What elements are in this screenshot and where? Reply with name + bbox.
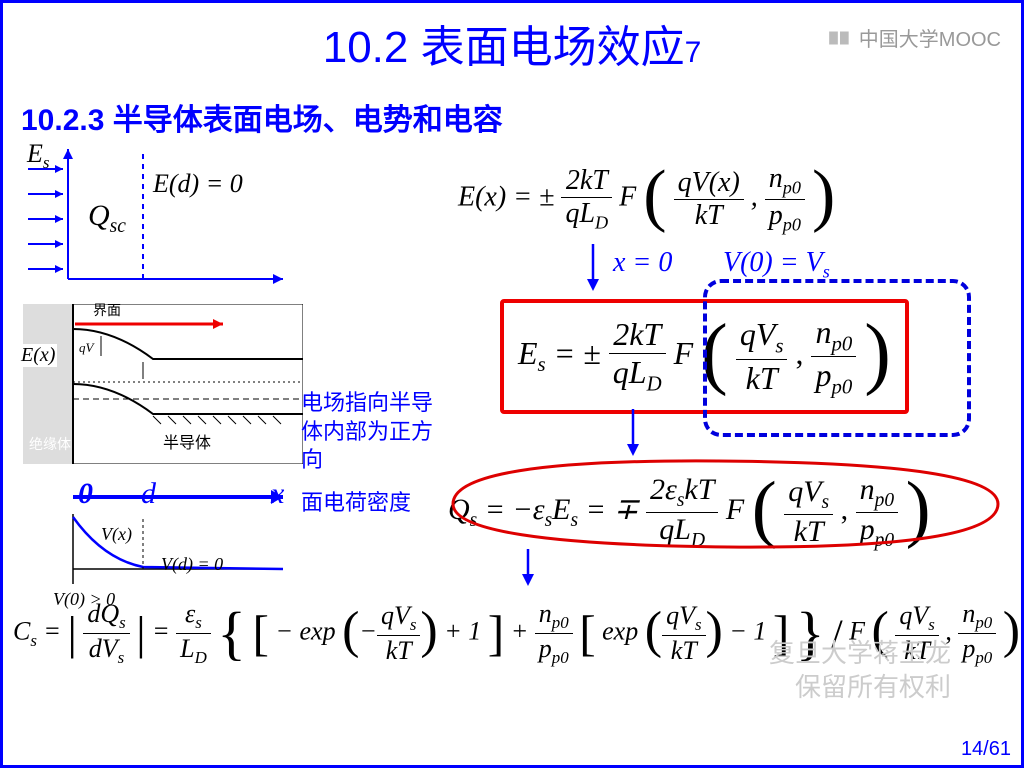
Vd0-label: V(d) = 0 <box>161 554 223 575</box>
jiemian-label: 界面 <box>93 300 121 320</box>
Ex-axis-label: E(x) <box>19 344 57 367</box>
section-heading: 10.2.3 半导体表面电场、电势和电容 <box>21 95 1021 139</box>
x0-label: x = 0 <box>613 247 672 279</box>
red-hand-circle <box>438 449 1008 559</box>
equation-Ex: E(x) = ± 2kTqLD F ( qV(x)kT , np0pp0 ) <box>458 159 835 239</box>
V0Vs-label: V(0) = Vs <box>723 247 830 283</box>
qV-small: qV <box>79 340 93 356</box>
title-main: 10.2 表面电场效应 <box>323 23 685 72</box>
arrow-down-1 <box>578 239 608 299</box>
Qsc-label: Qsc <box>88 199 126 238</box>
title-sub7: 7 <box>685 36 702 69</box>
equation-Cs: Cs = | dQsdVs | = εsLD { [ − exp (−qVskT… <box>13 599 1020 668</box>
watermark-top-text: 中国大学MOOC <box>859 23 1001 52</box>
arrow-down-3 <box>513 544 543 594</box>
top-field-diagram <box>23 139 303 299</box>
Es-label: Es <box>27 139 49 173</box>
Vx-label: V(x) <box>101 524 132 545</box>
axis-0: 0 <box>78 477 93 511</box>
axis-d: d <box>141 477 156 511</box>
content-area: Es Qsc E(d) = 0 <box>3 139 1021 759</box>
semiconductor-label: 半导体 <box>163 429 211 453</box>
surface-charge-label: 面电荷密度 <box>301 489 411 518</box>
page-number: 14/61 <box>961 738 1011 761</box>
blue-dash-outline <box>703 279 971 437</box>
mooc-logo-icon <box>827 25 853 51</box>
Ed0-label: E(d) = 0 <box>153 169 243 199</box>
watermark-top: 中国大学MOOC <box>827 23 1001 52</box>
band-diagram: 界面 半导体 绝缘体 qV <box>23 304 303 464</box>
axis-x: x <box>271 477 284 511</box>
insulator-label: 绝缘体 <box>29 434 71 454</box>
field-direction-label: 电场指向半导体内部为正方向 <box>301 389 451 475</box>
left-diagrams: Es Qsc E(d) = 0 <box>23 139 303 609</box>
